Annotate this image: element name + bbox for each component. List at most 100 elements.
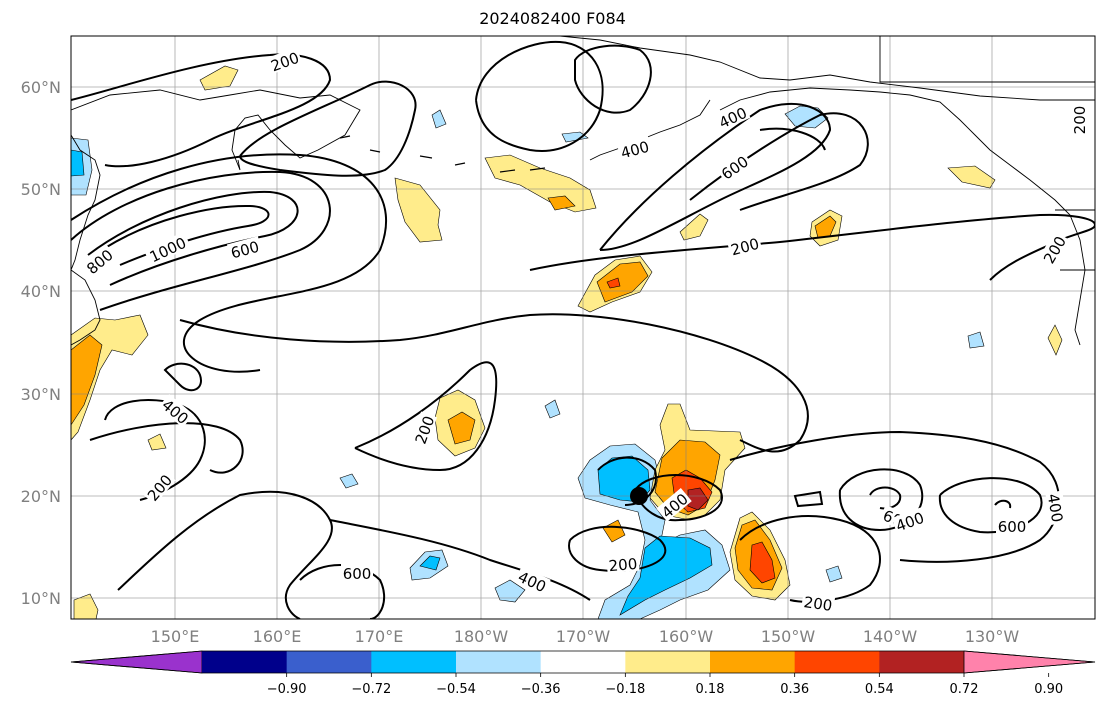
colorbar-label: −0.90 bbox=[267, 682, 307, 697]
shade-ne-yellow3 bbox=[679, 213, 709, 241]
colorbar-segment bbox=[286, 651, 372, 673]
graticule bbox=[71, 36, 1095, 619]
contour-aleutian-low-inner bbox=[574, 44, 652, 114]
colorbar-segment bbox=[879, 651, 965, 673]
contour-mid-400 bbox=[179, 313, 809, 453]
contour-label: 200 bbox=[801, 591, 836, 615]
shade-mid-orange bbox=[447, 411, 476, 445]
lon-label: 170°W bbox=[556, 627, 611, 646]
lon-label: 170°E bbox=[355, 627, 404, 646]
contour-nw-400 bbox=[71, 153, 388, 373]
coast-alaska-gulf bbox=[719, 87, 1086, 346]
contour-label: 400 bbox=[1044, 490, 1068, 525]
colorbar-label: −0.54 bbox=[436, 682, 476, 697]
colorbar-label: −0.18 bbox=[605, 682, 645, 697]
map-plot-area: 200 800 1000 600 400 600 400 200 200 400… bbox=[71, 36, 1095, 619]
shade-south-blue1-deep bbox=[419, 555, 441, 571]
shade-40n-orange bbox=[596, 261, 649, 303]
colorbar-segment bbox=[625, 651, 711, 673]
aleutians bbox=[339, 135, 546, 173]
lon-label: 150°E bbox=[151, 627, 200, 646]
shade-sw-yellow bbox=[73, 593, 99, 619]
storm-center-marker bbox=[630, 487, 648, 505]
svg-text:400: 400 bbox=[1044, 492, 1067, 523]
colorbar-segment bbox=[540, 651, 626, 673]
coast-kamchatka bbox=[71, 89, 361, 171]
lat-label: 60°N bbox=[21, 78, 61, 97]
contour-nw-800 bbox=[87, 190, 299, 286]
contour-north-loop bbox=[239, 80, 417, 177]
colorbar-segment bbox=[710, 651, 796, 673]
shade-top-yellow bbox=[199, 65, 239, 91]
colorbar-segment bbox=[371, 651, 457, 673]
lat-label: 10°N bbox=[21, 589, 61, 608]
map-title: 2024082400 F084 bbox=[479, 9, 626, 28]
shade-central-yellow bbox=[484, 154, 597, 213]
contour-south-loop bbox=[299, 564, 386, 619]
contour-ne-200 bbox=[529, 213, 1095, 271]
shade-right-yellow bbox=[1047, 324, 1063, 356]
coast-canada-border bbox=[879, 36, 1095, 83]
colorbar-label: −0.36 bbox=[521, 682, 561, 697]
svg-text:200: 200 bbox=[1071, 106, 1089, 135]
lon-label: 160°W bbox=[659, 627, 714, 646]
lat-label: 30°N bbox=[21, 385, 61, 404]
colorbar-extend-low bbox=[70, 650, 203, 674]
contour-label: 600 bbox=[996, 517, 1028, 536]
shade-south-yellow1 bbox=[602, 519, 626, 543]
contour-180-200 bbox=[354, 361, 498, 472]
lat-label: 40°N bbox=[21, 282, 61, 301]
shade-ne-orange1 bbox=[814, 215, 837, 239]
coast-alaska-pen bbox=[589, 99, 711, 161]
contour-label: 200 bbox=[606, 553, 640, 575]
contour-south-400 bbox=[329, 519, 591, 601]
contour-se-loop2 bbox=[938, 477, 1043, 534]
colorbar-label: 0.18 bbox=[696, 682, 725, 697]
contour-storm-400 bbox=[634, 474, 723, 522]
shade-40n-red bbox=[606, 277, 621, 289]
colorbar-segment bbox=[456, 651, 542, 673]
shade-nw-deepblue bbox=[71, 149, 85, 177]
shade-south-blue3 bbox=[825, 565, 843, 583]
colorbar-extend-high bbox=[963, 650, 1096, 674]
colorbar-label: 0.72 bbox=[950, 682, 979, 697]
shade-kam-yellow bbox=[394, 177, 443, 243]
shade-south-yellow2 bbox=[147, 433, 167, 451]
colorbar-label: 0.36 bbox=[780, 682, 809, 697]
svg-text:600: 600 bbox=[343, 565, 372, 583]
colorbar-segment bbox=[202, 651, 288, 673]
contour-label: 200 bbox=[1070, 104, 1089, 136]
colorbar-segment bbox=[794, 651, 880, 673]
contour-east-loop bbox=[759, 127, 826, 151]
shade-blue-small4 bbox=[967, 331, 985, 349]
contour-nw-loop bbox=[104, 399, 206, 501]
colorbar-label: −0.72 bbox=[351, 682, 391, 697]
colorbar-label: 0.54 bbox=[865, 682, 894, 697]
contour-nw-600 bbox=[71, 170, 331, 311]
coast-alaska-north bbox=[559, 36, 1095, 101]
contour-se-inner2 bbox=[994, 499, 1012, 509]
coast-okhotsk bbox=[71, 134, 101, 271]
svg-text:200: 200 bbox=[803, 593, 834, 615]
contour-aleutian-low-400 bbox=[475, 40, 604, 152]
shade-central-orange bbox=[547, 195, 576, 211]
lat-label: 50°N bbox=[21, 180, 61, 199]
shade-south-blue4 bbox=[339, 473, 359, 489]
lat-label: 20°N bbox=[21, 487, 61, 506]
shade-blue-small2 bbox=[431, 109, 447, 129]
contour-se-long bbox=[729, 430, 1060, 563]
svg-text:600: 600 bbox=[998, 518, 1027, 536]
shade-blue-small3 bbox=[561, 131, 589, 143]
map-frame bbox=[70, 35, 1096, 620]
shade-se-red bbox=[749, 541, 776, 584]
contour-east-400 bbox=[599, 102, 832, 251]
lat-labels: 60°N 50°N 40°N 30°N 20°N 10°N bbox=[21, 78, 61, 608]
svg-text:200: 200 bbox=[608, 555, 638, 575]
colorbar-outline bbox=[70, 650, 1096, 674]
contour-small-sq bbox=[793, 490, 824, 508]
contour-south-600 bbox=[117, 490, 333, 619]
lon-label: 180°W bbox=[454, 627, 509, 646]
lon-labels: 150°E 160°E 170°E 180°W 170°W 160°W 150°… bbox=[151, 627, 1020, 646]
contour-north-200 bbox=[71, 53, 332, 168]
